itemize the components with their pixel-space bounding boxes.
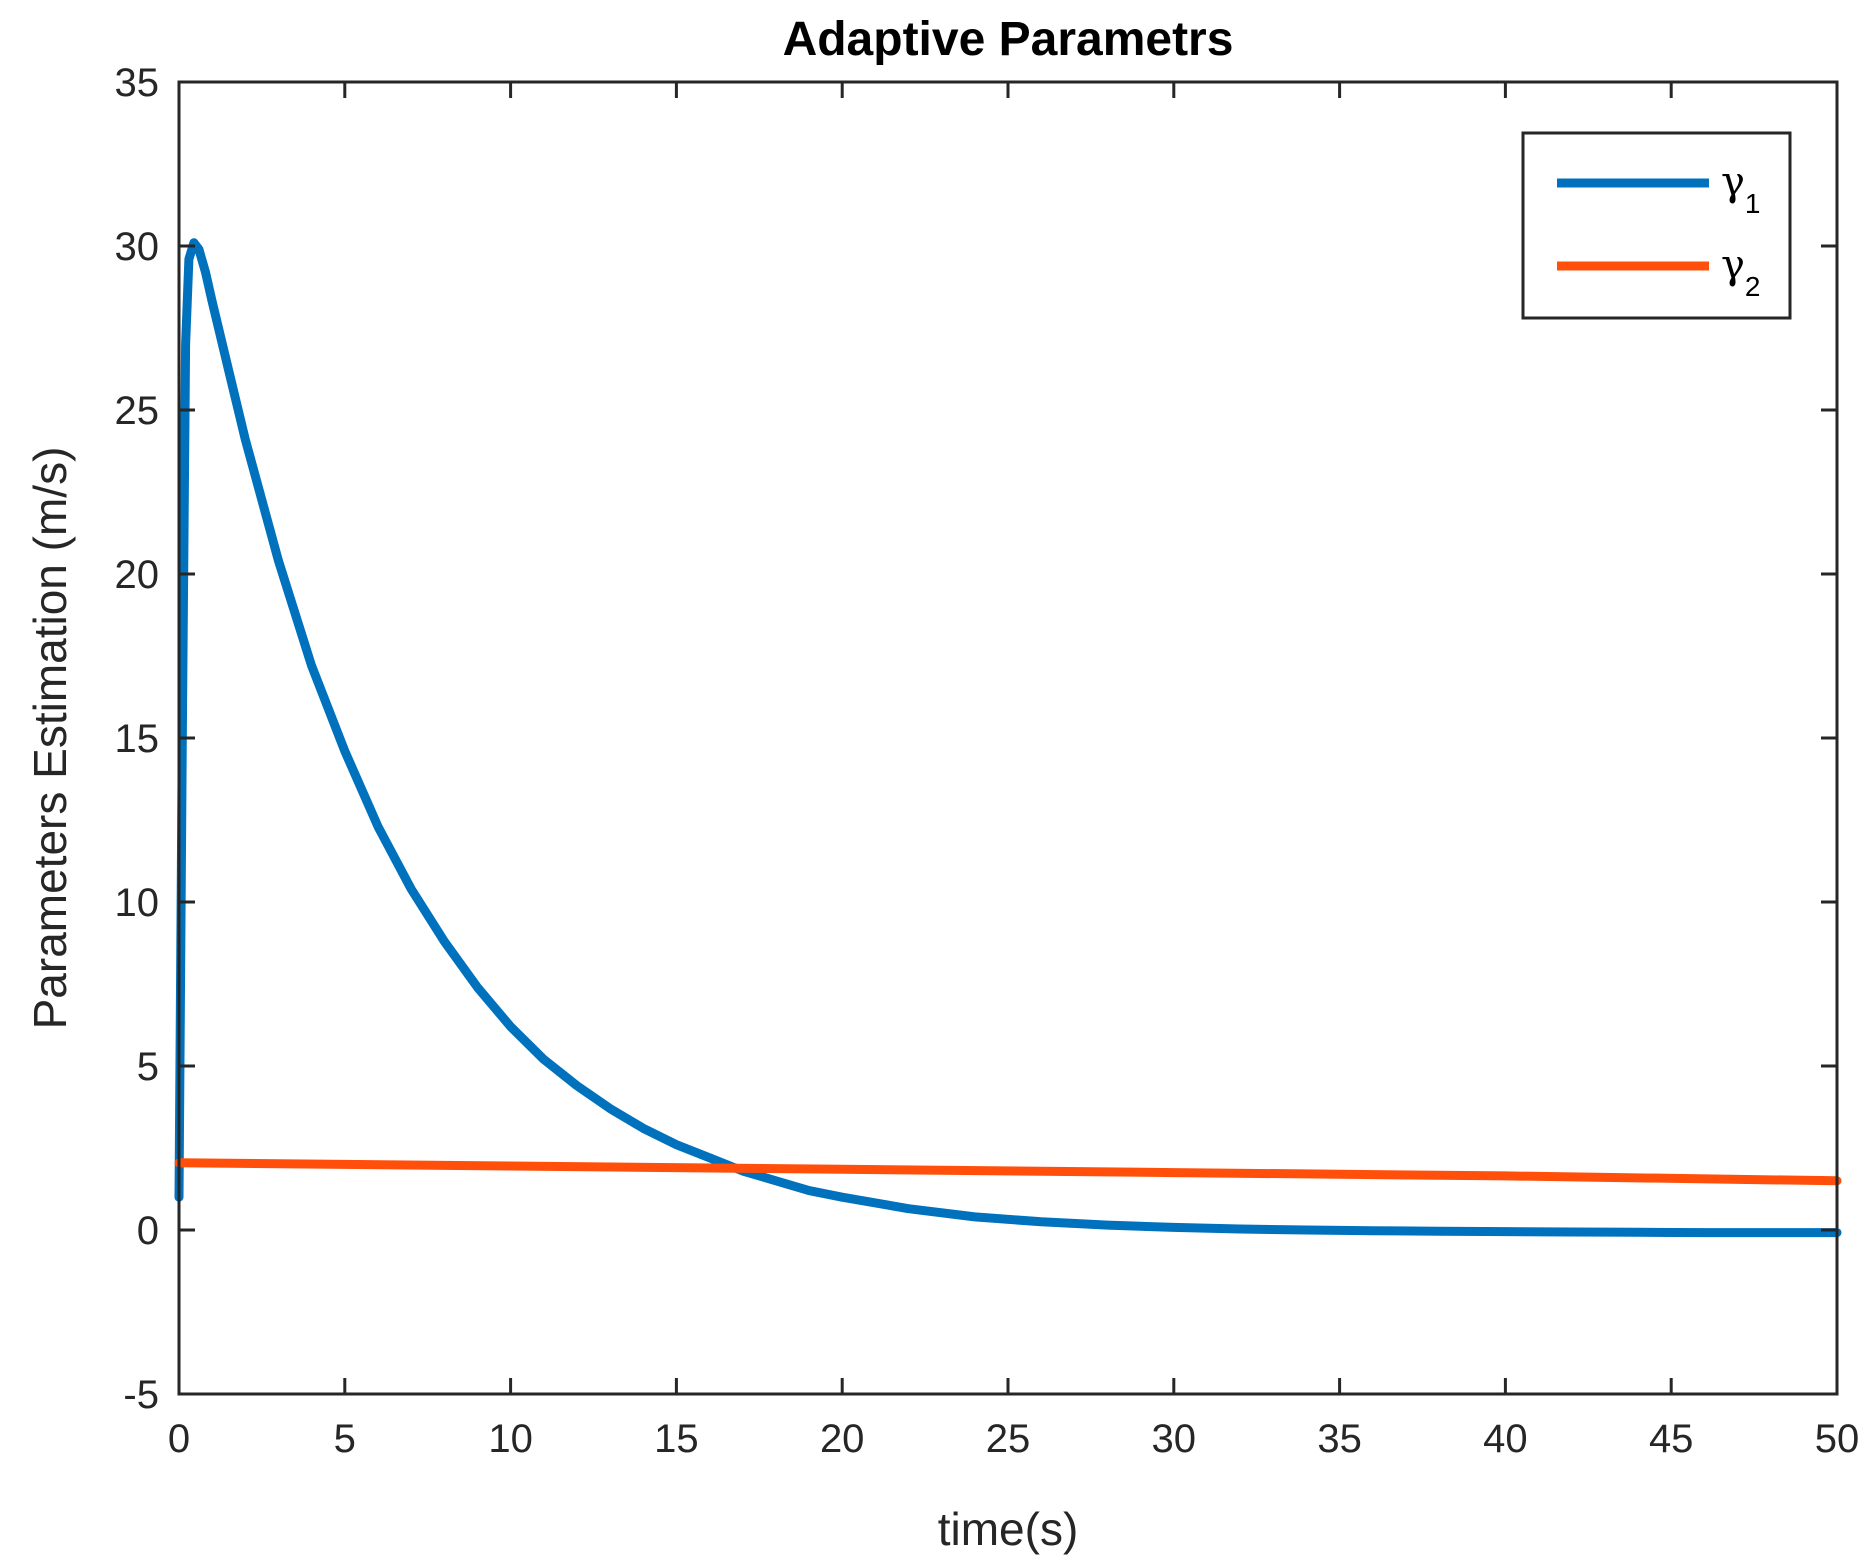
y-tick-label: 20 bbox=[115, 553, 160, 597]
series-line-2 bbox=[174, 1158, 1842, 1186]
y-tick-label: 35 bbox=[115, 61, 160, 105]
x-tick-label: 50 bbox=[1815, 1417, 1860, 1461]
x-tick-label: 35 bbox=[1317, 1417, 1362, 1461]
y-tick-label: 15 bbox=[115, 717, 160, 761]
x-tick-label: 15 bbox=[654, 1417, 699, 1461]
x-tick-label: 20 bbox=[820, 1417, 865, 1461]
series-layer bbox=[174, 238, 1842, 1238]
y-tick-label: 25 bbox=[115, 389, 160, 433]
x-axis-label: time(s) bbox=[938, 1503, 1079, 1555]
legend-box bbox=[1521, 131, 1792, 320]
legend-subscript-1: 1 bbox=[1745, 188, 1761, 219]
x-tick-label: 5 bbox=[334, 1417, 356, 1461]
series-line-1 bbox=[174, 238, 1842, 1238]
y-tick-label: 5 bbox=[137, 1045, 159, 1089]
x-tick-label: 10 bbox=[488, 1417, 533, 1461]
y-axis-label: Parameters Estimation (m/s) bbox=[24, 447, 76, 1030]
y-tick-label: 0 bbox=[137, 1209, 159, 1253]
x-tick-label: 45 bbox=[1649, 1417, 1694, 1461]
y-tick-label: -5 bbox=[123, 1373, 159, 1417]
y-tick-label: 30 bbox=[115, 225, 160, 269]
x-tick-label: 0 bbox=[168, 1417, 190, 1461]
legend-subscript-2: 2 bbox=[1745, 271, 1761, 302]
x-tick-label: 25 bbox=[986, 1417, 1031, 1461]
x-tick-label: 40 bbox=[1483, 1417, 1528, 1461]
y-tick-label: 10 bbox=[115, 881, 160, 925]
x-tick-label: 30 bbox=[1152, 1417, 1197, 1461]
chart-title: Adaptive Parametrs bbox=[783, 13, 1234, 66]
